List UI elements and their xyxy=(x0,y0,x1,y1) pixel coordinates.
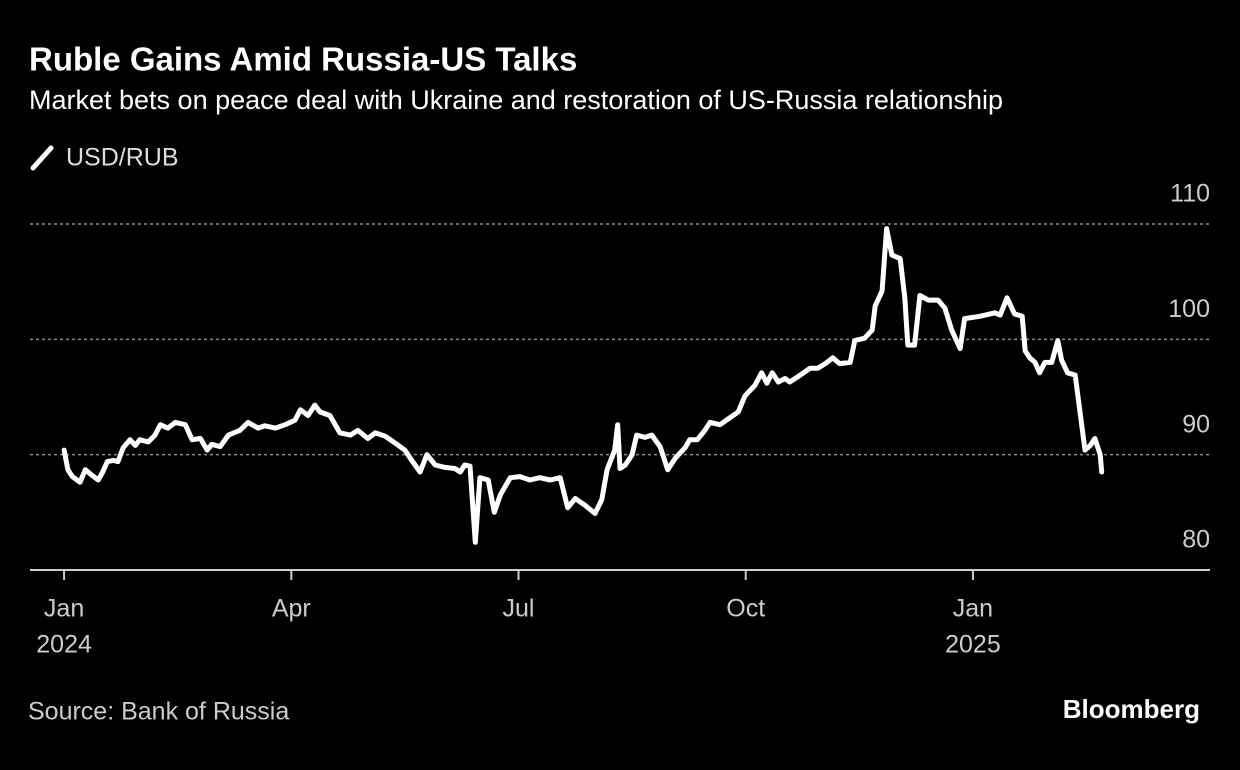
y-tick-label: 110 xyxy=(1170,180,1210,208)
x-tick-label: Apr xyxy=(272,595,311,623)
source-note: Source: Bank of Russia xyxy=(28,698,289,726)
x-tick-label: Oct xyxy=(726,595,765,623)
x-tick-label: Jan xyxy=(953,595,993,623)
x-tick-year: 2024 xyxy=(36,631,92,659)
y-tick-label: 80 xyxy=(1182,526,1210,554)
x-tick-label: Jan xyxy=(44,595,84,623)
x-tick-year: 2025 xyxy=(945,631,1001,659)
y-tick-label: 100 xyxy=(1168,295,1210,323)
legend-swatch xyxy=(30,145,54,171)
x-tick-label: Jul xyxy=(503,595,535,623)
branding: Bloomberg xyxy=(1063,694,1200,724)
chart-title: Ruble Gains Amid Russia-US Talks xyxy=(29,41,577,78)
chart-subtitle: Market bets on peace deal with Ukraine a… xyxy=(29,85,1003,115)
series-line xyxy=(61,226,1105,545)
legend-label: USD/RUB xyxy=(66,144,179,172)
y-tick-label: 90 xyxy=(1182,410,1210,438)
